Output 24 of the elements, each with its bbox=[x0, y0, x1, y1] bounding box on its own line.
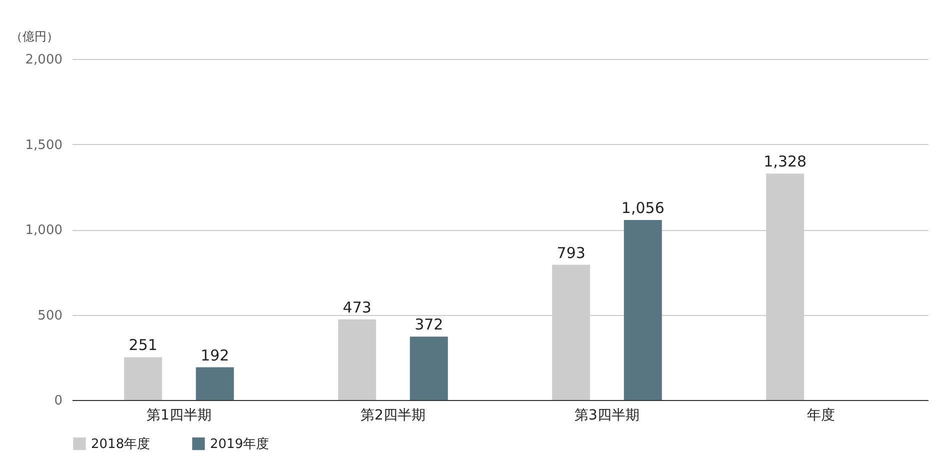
data-label: 192 bbox=[200, 346, 230, 364]
data-label: 1,056 bbox=[621, 198, 664, 217]
bar bbox=[624, 220, 662, 400]
y-axis-title: （億円） bbox=[10, 30, 58, 44]
y-tick-label: 0 bbox=[54, 394, 62, 408]
bar bbox=[338, 319, 376, 400]
bar bbox=[124, 357, 162, 400]
y-tick-label: 500 bbox=[38, 308, 62, 324]
bar bbox=[410, 336, 448, 400]
y-tick-label: 1,500 bbox=[25, 138, 62, 153]
data-label: 793 bbox=[556, 244, 586, 262]
data-label: 1,328 bbox=[764, 152, 807, 171]
x-tick-label: 第3四半期 bbox=[574, 408, 640, 424]
data-label: 473 bbox=[342, 298, 372, 316]
bar bbox=[196, 367, 234, 400]
x-tick-label: 年度 bbox=[807, 408, 835, 424]
data-label: 251 bbox=[128, 336, 158, 354]
legend-label: 2019年度 bbox=[210, 436, 270, 452]
x-tick-label: 第1四半期 bbox=[146, 408, 212, 424]
legend-label: 2018年度 bbox=[91, 436, 150, 452]
y-tick-label: 1,000 bbox=[25, 223, 62, 238]
y-tick-label: 2,000 bbox=[25, 52, 62, 68]
x-tick-label: 第2四半期 bbox=[360, 408, 426, 424]
data-label: 372 bbox=[414, 316, 444, 334]
